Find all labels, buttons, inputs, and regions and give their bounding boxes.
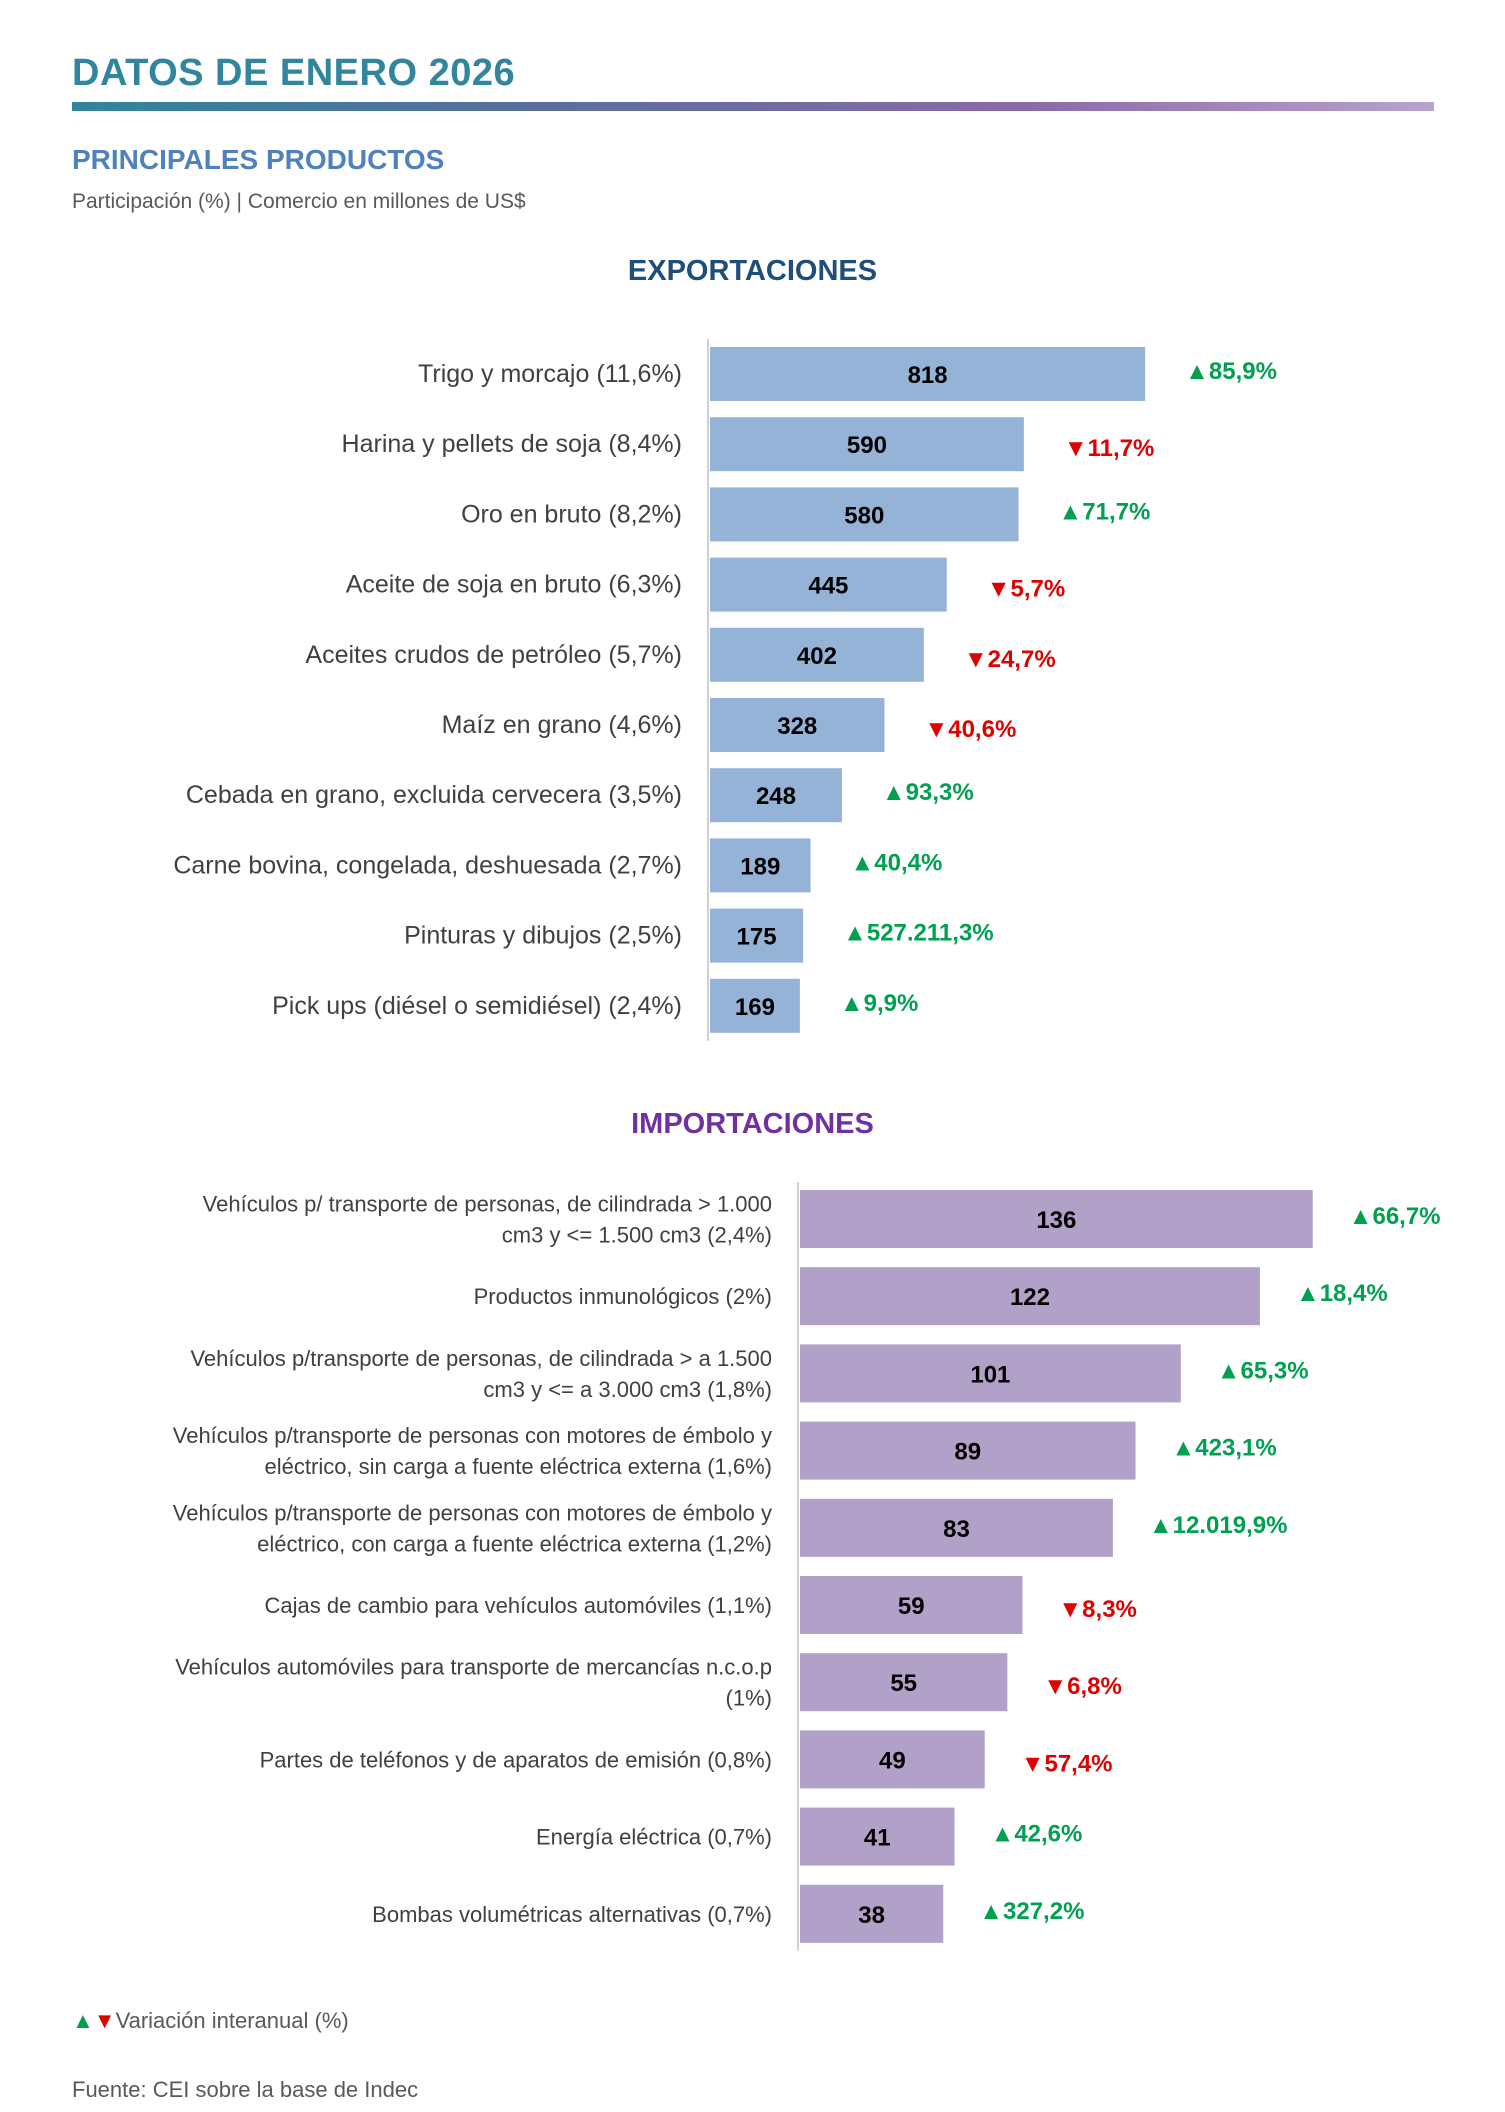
bar-value-label: 402 [797,643,837,670]
legend-up-icon: ▲ [72,2008,94,2033]
bar-value-label: 169 [735,994,775,1021]
bar [710,978,800,1033]
category-label: Pinturas y dibujos (2,5%) [404,922,682,950]
category-label: Vehículos p/transporte de personas, de c… [190,1346,772,1402]
bar-value-label: 175 [737,924,777,951]
variation-label: ▼57,4% [1021,1750,1113,1777]
bar [710,768,842,823]
category-label: Partes de teléfonos y de aparatos de emi… [260,1747,772,1772]
category-label: Cajas de cambio para vehículos automóvil… [265,1593,772,1618]
variation-label: ▲327,2% [979,1898,1084,1925]
section-subtitle: Participación (%) | Comercio en millones… [72,190,526,213]
bar [710,698,885,752]
bar-value-label: 55 [890,1670,917,1697]
category-label: Aceite de soja en bruto (6,3%) [346,571,682,599]
section-title: PRINCIPALES PRODUCTOS [72,144,445,175]
bar [710,347,1146,401]
title-divider [72,102,1434,111]
variation-label: ▼6,8% [1043,1673,1121,1700]
bar [800,1653,1008,1712]
variation-label: ▼5,7% [987,576,1065,603]
variation-label: ▲71,7% [1059,498,1151,525]
bar-value-label: 328 [777,713,817,740]
bar [710,417,1024,472]
variation-label: ▲93,3% [882,779,974,806]
legend-down-icon: ▼ [93,2008,116,2033]
bar [710,838,811,893]
category-label: Vehículos p/transporte de personas con m… [173,1500,772,1556]
variation-label: ▲40,4% [851,849,943,876]
exports-bar-chart: 818 Trigo y morcajo (11,6%) ▲85,9% 590 Harin… [173,339,1277,1041]
bar [800,1344,1181,1403]
variation-label: ▼11,7% [1064,435,1154,462]
bar-value-label: 445 [808,573,848,600]
bar [800,1267,1260,1326]
bar-value-label: 41 [864,1825,891,1852]
bar-value-label: 122 [1010,1284,1050,1311]
category-label: Vehículos automóviles para transporte de… [175,1655,772,1711]
bar-value-label: 136 [1036,1207,1076,1234]
bar [710,557,947,612]
bar [710,908,804,963]
category-label: Pick ups (diésel o semidiésel) (2,4%) [272,992,682,1020]
bar [800,1884,944,1943]
category-label: Carne bovina, congelada, deshuesada (2,7… [173,851,682,879]
category-label: Vehículos p/ transporte de personas, de … [203,1192,772,1248]
bar [800,1498,1113,1557]
category-label: Vehículos p/transporte de personas con m… [173,1423,772,1479]
bar [710,487,1019,542]
bar-value-label: 83 [943,1516,970,1543]
category-label: Energía eléctrica (0,7%) [536,1825,772,1850]
variation-label: ▼24,7% [964,646,1056,673]
category-label: Trigo y morcajo (11,6%) [418,360,682,388]
bar-value-label: 89 [954,1439,981,1466]
bar-value-label: 38 [858,1902,885,1929]
variation-label: ▲423,1% [1172,1435,1277,1462]
imports-chart-title: IMPORTACIONES [631,1108,874,1140]
bar [800,1576,1023,1634]
page-title: DATOS DE ENERO 2026 [72,52,516,94]
variation-label: ▲527.211,3% [843,920,994,947]
imports-bar-chart: 136 Vehículos p/ transporte de personas, … [173,1182,1441,1951]
bar [800,1807,955,1866]
bar [800,1730,985,1789]
bar-value-label: 189 [740,853,780,880]
exports-chart-title: EXPORTACIONES [627,255,878,287]
bar-value-label: 59 [898,1593,925,1620]
variation-label: ▲65,3% [1217,1357,1309,1384]
variation-label: ▲12.019,9% [1149,1512,1288,1539]
bar-value-label: 590 [847,432,887,459]
variation-label: ▲18,4% [1296,1280,1388,1307]
bar-value-label: 101 [970,1361,1010,1388]
category-label: Productos inmunológicos (2%) [474,1284,772,1309]
variation-label: ▼40,6% [924,716,1016,743]
category-label: Oro en bruto (8,2%) [461,500,682,528]
variation-label: ▼8,3% [1058,1596,1136,1623]
bar [710,627,924,682]
bar-value-label: 580 [844,502,884,529]
legend-label: Variación interanual (%) [115,2008,349,2033]
variation-label: ▲42,6% [991,1821,1083,1848]
bar [800,1421,1136,1480]
category-label: Maíz en grano (4,6%) [442,711,682,739]
bar-value-label: 818 [908,362,948,389]
bar [800,1190,1313,1248]
variation-label: ▲9,9% [840,990,918,1017]
category-label: Bombas volumétricas alternativas (0,7%) [372,1902,772,1927]
legend: ▲▼Variación interanual (%) [72,2008,349,2034]
category-label: Harina y pellets de soja (8,4%) [342,430,682,458]
bar-value-label: 248 [756,783,796,810]
variation-label: ▲66,7% [1349,1203,1441,1230]
variation-label: ▲85,9% [1185,358,1277,385]
bar-value-label: 49 [879,1747,906,1774]
category-label: Cebada en grano, excluida cervecera (3,5… [186,781,682,809]
source-note: Fuente: CEI sobre la base de Indec [72,2077,419,2102]
category-label: Aceites crudos de petróleo (5,7%) [305,641,682,669]
